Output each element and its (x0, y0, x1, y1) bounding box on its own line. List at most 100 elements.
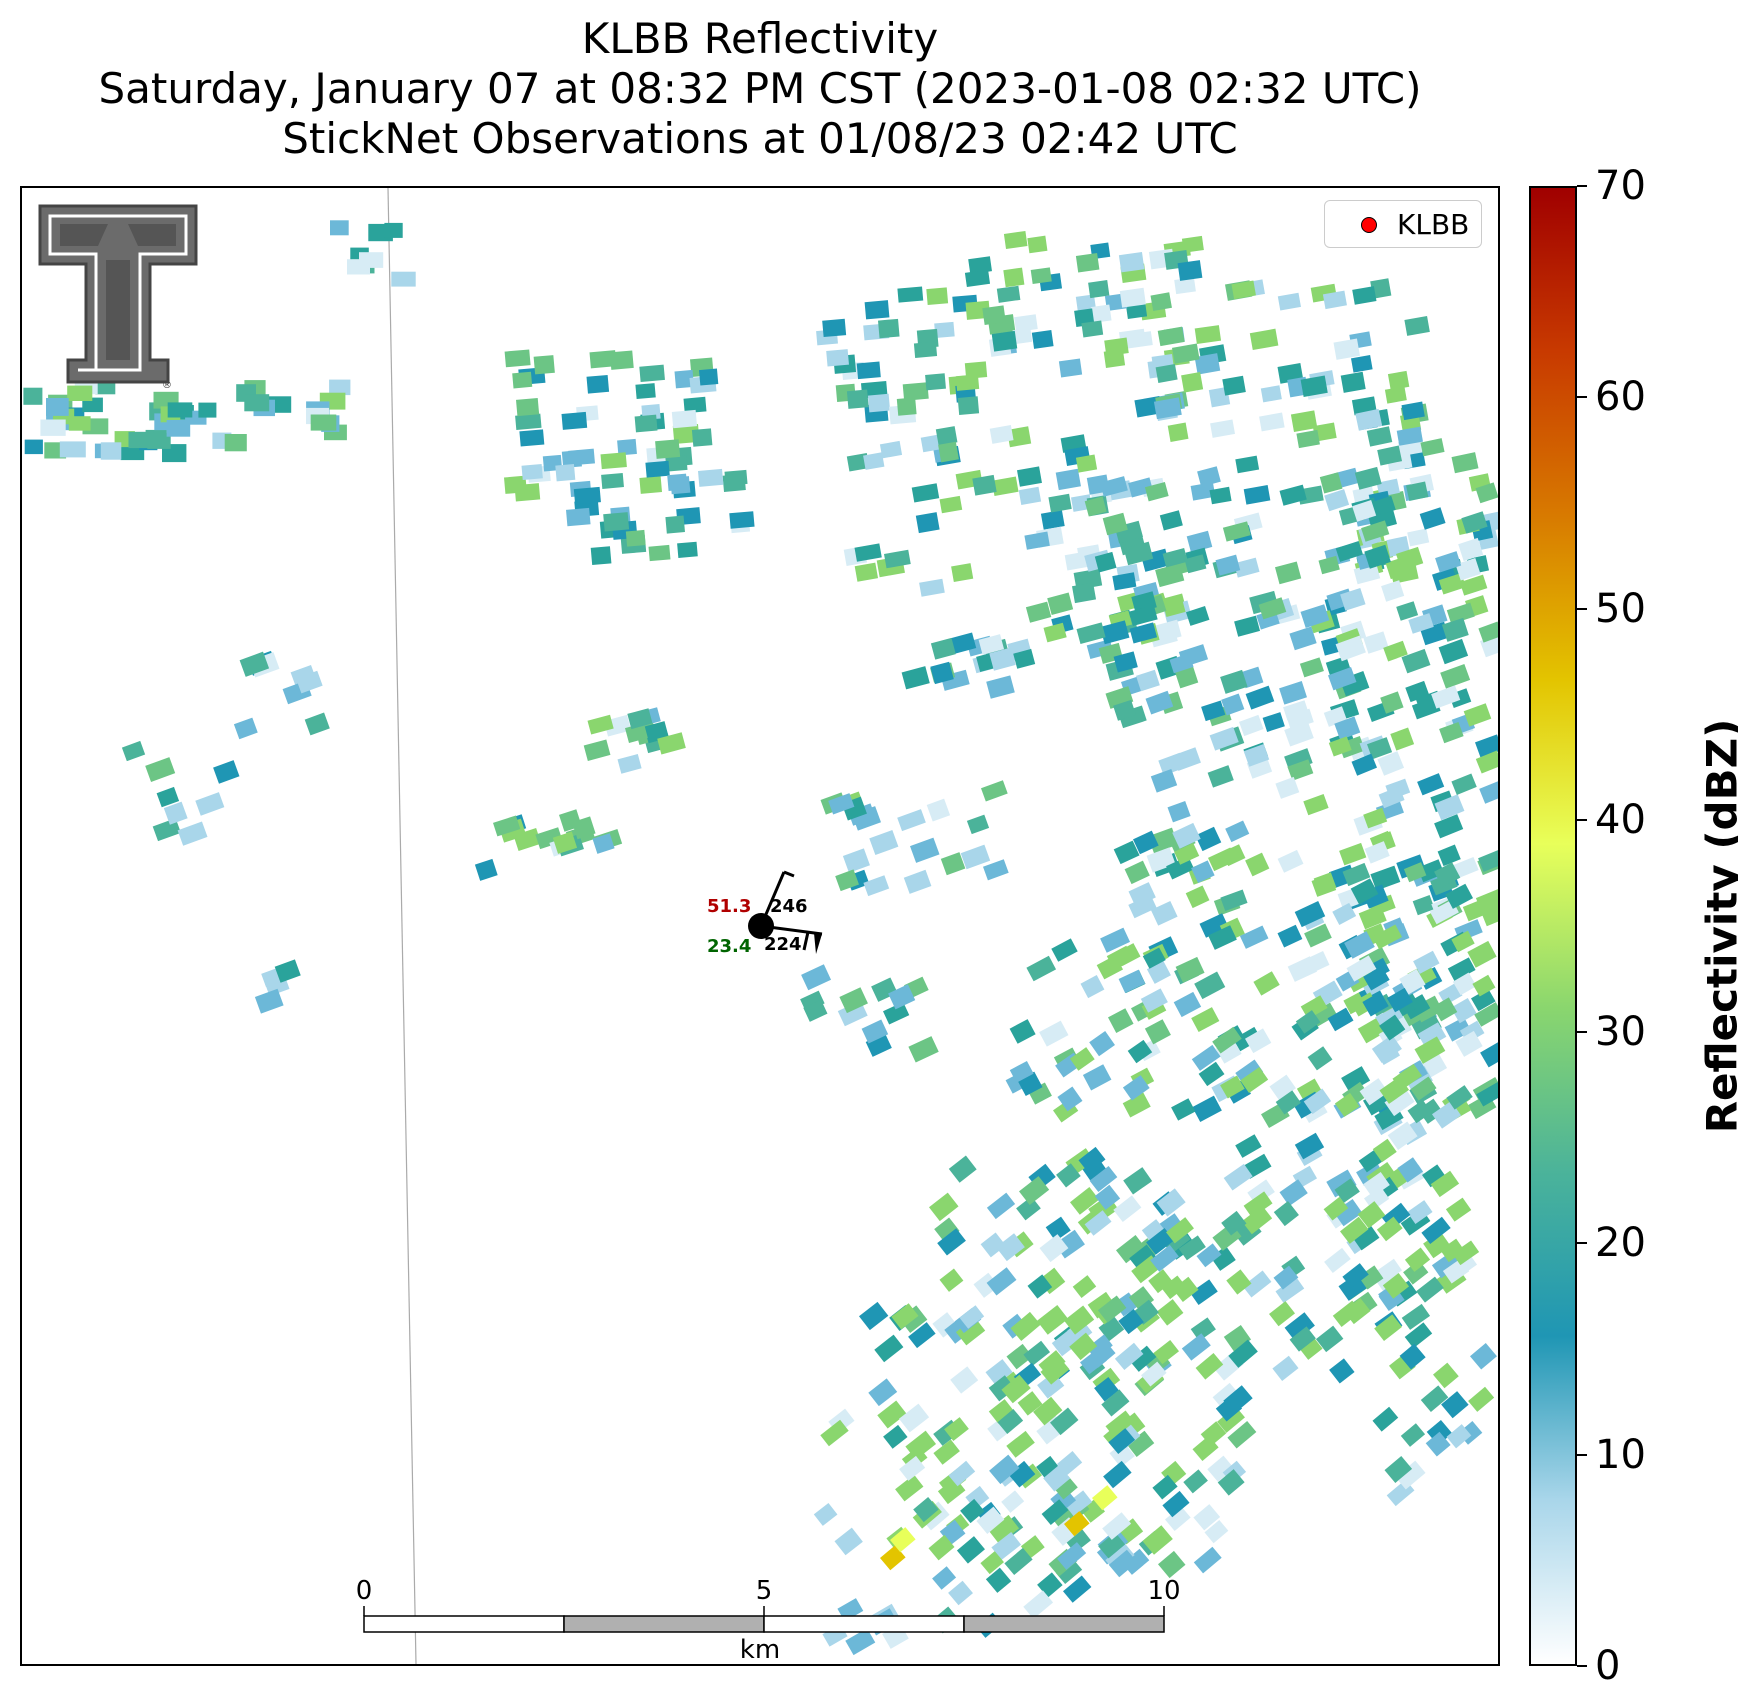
radar-gate (521, 464, 543, 481)
radar-gate (1048, 493, 1072, 513)
radar-gate (1055, 468, 1081, 491)
radar-gate (359, 252, 384, 268)
radar-gate (944, 1417, 969, 1442)
radar-gate (1363, 807, 1388, 829)
radar-gate (552, 831, 578, 854)
radar-gate (1209, 486, 1232, 505)
radar-gate (960, 844, 991, 870)
radar-gate (1364, 841, 1390, 864)
radar-gate (950, 632, 977, 654)
radar-gate (1333, 1199, 1363, 1227)
radar-gate (1350, 878, 1379, 905)
radar-gate (1108, 1549, 1138, 1578)
radar-gate (986, 1267, 1017, 1296)
radar-gate (515, 413, 542, 430)
radar-gate (330, 220, 349, 236)
radar-gate (1150, 1244, 1179, 1272)
radar-gate (1474, 1002, 1498, 1027)
radar-gate (1335, 540, 1364, 562)
radar-gate (1159, 510, 1183, 531)
radar-gate (864, 300, 890, 320)
radar-gate (905, 1430, 937, 1460)
radar-gate (1431, 685, 1461, 709)
radar-gate (897, 809, 926, 832)
radar-gate (1358, 904, 1387, 930)
radar-gate (1328, 736, 1352, 757)
radar-gate (1455, 1030, 1483, 1057)
radar-gate (1296, 1078, 1324, 1104)
radar-gate (930, 637, 956, 660)
radar-gate (1027, 235, 1048, 254)
radar-gate (1115, 943, 1141, 967)
radar-gate (603, 512, 630, 532)
radar-gate (1172, 1276, 1199, 1303)
radar-gate (1452, 856, 1479, 879)
colorbar-tick-label: 10 (1595, 1431, 1646, 1478)
radar-gate (1031, 329, 1054, 349)
radar-gate (1012, 327, 1033, 345)
scale-unit: km (739, 1635, 781, 1665)
radar-gate (932, 1312, 958, 1338)
radar-gate (1362, 991, 1389, 1017)
radar-gate (1043, 1464, 1071, 1492)
radar-gate (1342, 1263, 1369, 1289)
radar-gate (67, 385, 93, 401)
radar-gate (1459, 574, 1488, 596)
colorbar-tick-mark (1577, 1242, 1587, 1245)
radar-gate (1381, 580, 1405, 602)
radar-gate (1421, 1216, 1451, 1244)
radar-gate (1372, 1406, 1399, 1432)
radar-gate (1220, 889, 1248, 911)
radar-gate (1472, 974, 1496, 997)
radar-gate (939, 1268, 964, 1292)
radar-gate (899, 1455, 926, 1481)
radar-gate (1112, 572, 1137, 591)
radar-gate (928, 1534, 955, 1561)
radar-gate (1259, 412, 1285, 432)
radar-gate (908, 1036, 939, 1063)
station-plot (748, 870, 823, 954)
radar-gate (1235, 1059, 1264, 1086)
radar-gate (1129, 604, 1158, 626)
radar-gate (991, 330, 1018, 352)
radar-gate (1396, 426, 1423, 446)
radar-gate (1118, 1308, 1144, 1335)
radar-gate (867, 393, 891, 413)
radar-gate (1084, 496, 1107, 517)
radar-gate (40, 419, 66, 436)
radar-gate (1366, 426, 1393, 447)
radar-gate (592, 833, 615, 854)
radar-gate (1142, 1525, 1173, 1555)
radar-gate (1445, 1197, 1472, 1222)
radar-gate (1396, 546, 1424, 571)
radar-gate (1025, 601, 1052, 623)
colorbar-tick-label: 40 (1595, 797, 1646, 844)
radar-gate (655, 439, 681, 459)
radar-gate (1273, 1201, 1299, 1227)
radar-gate (617, 438, 637, 456)
radar-gate (1009, 1060, 1034, 1083)
radar-gate (156, 786, 180, 808)
radar-gate (1404, 316, 1430, 336)
radar-gate (120, 445, 145, 461)
radar-gate (625, 529, 646, 547)
radar-gate (1479, 780, 1498, 804)
radar-gate (59, 441, 86, 458)
radar-gate (1351, 355, 1373, 373)
radar-gate (891, 1303, 919, 1330)
radar-gate (1438, 983, 1463, 1006)
radar-gate (1008, 1460, 1036, 1488)
radar-gate (1041, 1499, 1069, 1525)
radar-gate (23, 387, 43, 405)
radar-gate (1185, 606, 1210, 626)
radar-gate (1384, 1088, 1415, 1117)
radar-gate (1339, 842, 1367, 866)
radar-gate (1401, 401, 1425, 421)
radar-gate (1058, 358, 1083, 378)
radar-gate (861, 1019, 889, 1044)
radar-gate (834, 1527, 863, 1556)
radar-gate (1189, 1279, 1218, 1306)
radar-gate (1480, 901, 1498, 927)
radar-gate (1370, 278, 1392, 299)
radar-gate (1240, 1066, 1269, 1094)
